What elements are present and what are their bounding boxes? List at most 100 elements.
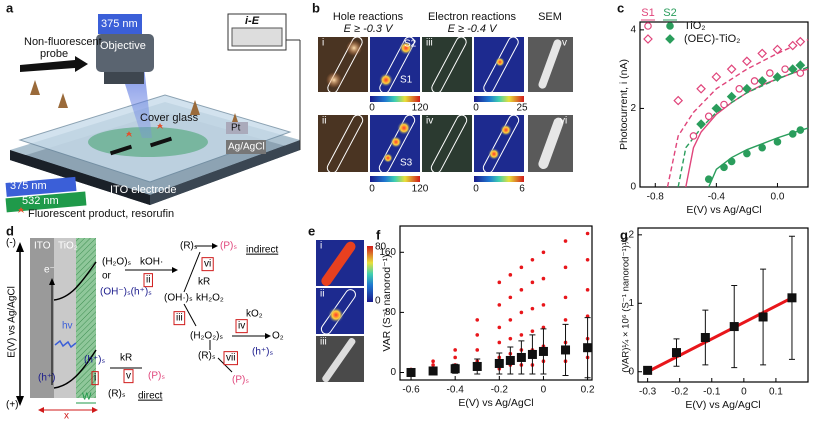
point [757, 76, 768, 86]
plot-frame [399, 225, 593, 381]
schematic-label: (H₂O)ₛ [102, 257, 132, 268]
schematic-label: TiO₂ [58, 241, 78, 252]
schematic-label: v [126, 371, 131, 382]
point [643, 365, 653, 375]
schematic-label: (P)ₛ [220, 241, 237, 252]
schematic-label: i [94, 373, 96, 384]
schematic-label: (P)ₛ [148, 371, 165, 382]
point [497, 303, 502, 307]
point [516, 352, 526, 362]
image-label: iii [426, 38, 433, 49]
colorbar-label: 0 [473, 184, 479, 195]
schematic-label: (R)ₛ [180, 241, 198, 252]
point [497, 340, 502, 345]
point [758, 312, 768, 322]
schematic-label: iv [238, 321, 245, 332]
schematic-label: e⁻ [44, 265, 55, 276]
point [563, 295, 568, 300]
colorbar-label: 0 [369, 184, 375, 195]
schematic-label: (h⁺) [38, 373, 56, 384]
panel-a-schematic [5, 13, 301, 213]
schematic-label: kO₂ [246, 309, 263, 320]
point [787, 293, 797, 303]
point [563, 239, 568, 243]
legend-label: (OEC)-TiO₂ [684, 33, 740, 45]
cover-glass-label: Cover glass [140, 112, 199, 124]
point [563, 265, 568, 270]
point [704, 112, 713, 121]
schematic-label: x [64, 411, 69, 421]
point [720, 163, 728, 172]
schematic-label: hv [62, 321, 73, 332]
point [585, 314, 590, 318]
point [519, 288, 524, 292]
colorbar-label: 120 [412, 184, 429, 195]
point [750, 77, 759, 85]
point [666, 22, 674, 30]
schematic-label: indirect [246, 245, 278, 256]
point [700, 333, 710, 343]
y-tick-label: 160 [379, 247, 396, 258]
point [453, 348, 457, 352]
point [735, 84, 744, 93]
x-tick-label: -0.2 [671, 387, 689, 398]
schematic-label: ITO [34, 241, 51, 252]
label-box [235, 319, 248, 334]
schematic-label: or [102, 271, 112, 282]
point [585, 258, 590, 262]
point [563, 318, 568, 322]
site-label: S3 [400, 158, 413, 169]
point [726, 91, 737, 102]
y-axis-label: (VAR)¼ × 10⁶ (S⁻¹ nanorod⁻¹)¼ [621, 236, 632, 373]
y-tick-label: 4 [630, 24, 636, 35]
colorbar-label: 0 [375, 296, 381, 307]
panel-label: d [6, 223, 14, 238]
plot-frame [639, 21, 809, 188]
image-label: iv [426, 116, 433, 127]
point [585, 288, 590, 292]
point [585, 231, 590, 236]
schematic-label: (R)ₛ [198, 351, 216, 362]
y-axis-label: VAR (S⁻¹ nanorod⁻¹) [381, 254, 393, 351]
schematic-label: kOH· [140, 257, 163, 268]
reference-label: Ag/AgCl [228, 142, 265, 153]
point [508, 295, 513, 300]
point [671, 348, 681, 358]
point [519, 265, 524, 270]
point [541, 276, 546, 281]
point [472, 361, 482, 371]
point [583, 343, 593, 353]
x-tick-label: -0.8 [647, 192, 665, 203]
point [772, 44, 783, 55]
y-axis-label: Photocurrent, i (nA) [618, 59, 630, 150]
hole-condition: E ≥ -0.3 V [344, 23, 394, 35]
colorbar-label: 80 [375, 242, 387, 253]
point [494, 358, 504, 368]
point [796, 69, 805, 77]
point [787, 40, 798, 51]
label-box [123, 369, 134, 384]
x-tick-label: -0.3 [639, 387, 657, 398]
laser-label: 375 nm [101, 18, 138, 30]
point [541, 303, 546, 307]
x-axis-label: E(V) vs Ag/AgCl [685, 399, 760, 411]
x-tick-label: -0.4 [447, 385, 465, 396]
schematic-label: direct [138, 391, 163, 402]
x-tick-label: -0.1 [703, 387, 721, 398]
point [796, 126, 805, 134]
panel-d-schematic [16, 238, 271, 413]
schematic-label: (OH·)ₛ [164, 293, 193, 304]
colorbar-label: 120 [412, 103, 429, 114]
point [475, 333, 480, 337]
point [530, 329, 535, 333]
point [519, 333, 524, 337]
point [673, 95, 684, 106]
point [726, 64, 737, 74]
schematic-label: kR [120, 353, 132, 364]
point [497, 280, 502, 285]
laser-label: 375 nm [10, 180, 47, 192]
probe-label: Non-fluorescent [24, 36, 102, 48]
point [431, 359, 435, 364]
probe-label: probe [40, 48, 68, 60]
